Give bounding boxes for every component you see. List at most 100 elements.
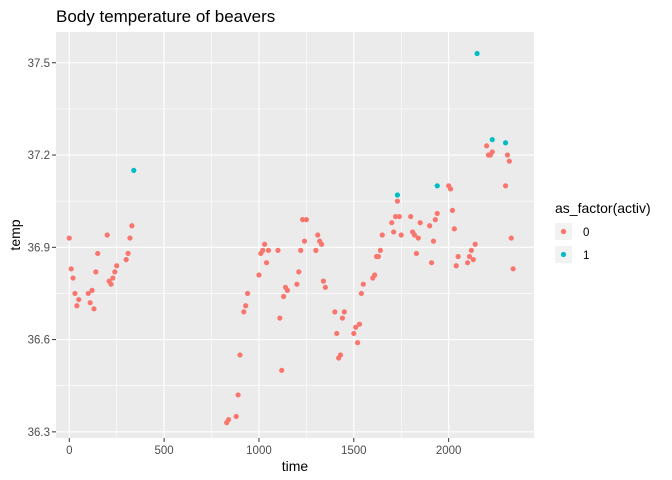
data-point-series-0 — [351, 330, 357, 337]
data-point-series-0 — [241, 309, 247, 315]
data-point-series-0 — [506, 158, 512, 164]
data-point-series-0 — [508, 235, 514, 241]
data-point-series-0 — [95, 250, 101, 257]
data-point-series-0 — [87, 300, 93, 306]
data-point-series-0 — [451, 226, 457, 232]
data-point-series-0 — [394, 198, 401, 204]
legend-entries: 01 — [555, 223, 589, 263]
data-point-series-0 — [465, 260, 471, 266]
data-point-series-0 — [354, 340, 361, 346]
y-tick-label: 37.5 — [28, 58, 50, 70]
data-point-series-0 — [93, 269, 99, 275]
data-point-series-0 — [408, 213, 414, 220]
y-tick-label: 37.2 — [28, 150, 50, 162]
data-point-series-0 — [360, 281, 366, 287]
data-point-series-1 — [489, 137, 495, 143]
data-point-series-0 — [303, 217, 309, 223]
data-point-series-0 — [453, 263, 459, 269]
data-point-series-0 — [389, 220, 395, 226]
y-tick-label: 36.9 — [28, 242, 50, 254]
data-point-series-0 — [112, 269, 118, 275]
data-point-series-0 — [91, 306, 97, 312]
data-point-series-0 — [233, 413, 239, 420]
data-point-series-0 — [377, 247, 383, 253]
data-point-series-0 — [504, 152, 511, 158]
data-point-series-1 — [474, 50, 480, 57]
data-point-series-0 — [428, 260, 435, 266]
data-point-series-0 — [265, 247, 272, 253]
data-point-series-1 — [394, 192, 401, 198]
data-point-series-0 — [279, 367, 285, 373]
y-tick-label: 36.6 — [28, 335, 50, 347]
data-point-series-0 — [356, 321, 363, 327]
x-tick-label: 500 — [155, 445, 174, 457]
data-point-series-1 — [434, 183, 440, 189]
legend-key-point — [560, 251, 567, 258]
minor-gridlines — [56, 32, 534, 438]
data-point-series-0 — [108, 281, 114, 287]
data-point-series-0 — [489, 149, 495, 155]
chart-title: Body temperature of beavers — [56, 7, 275, 26]
data-point-series-0 — [470, 257, 476, 263]
x-tick-label: 1500 — [341, 445, 367, 457]
data-point-series-0 — [256, 272, 262, 278]
data-point-series-0 — [398, 232, 404, 238]
data-point-series-0 — [70, 275, 76, 281]
data-point-series-0 — [262, 241, 268, 247]
data-point-series-0 — [427, 223, 433, 229]
data-point-series-0 — [466, 253, 473, 260]
legend-label: 0 — [583, 227, 589, 239]
x-axis-title: time — [282, 458, 309, 474]
y-axis-title: temp — [7, 219, 23, 250]
data-point-series-0 — [432, 217, 438, 223]
legend-key-point — [560, 228, 567, 235]
data-point-series-0 — [375, 253, 382, 260]
data-point-series-0 — [379, 232, 385, 238]
data-point-series-0 — [235, 392, 241, 398]
legend: as_factor(activ) 01 — [555, 200, 651, 263]
data-point-series-0 — [110, 275, 116, 281]
data-point-series-0 — [415, 235, 421, 241]
data-point-series-0 — [396, 213, 402, 220]
data-point-series-0 — [244, 290, 251, 297]
data-point-series-0 — [337, 352, 344, 358]
data-points — [66, 50, 516, 426]
data-point-series-0 — [322, 284, 328, 290]
data-point-series-0 — [372, 272, 378, 278]
x-tick-label: 1000 — [246, 445, 272, 457]
x-tick-label: 0 — [66, 445, 72, 457]
data-point-series-0 — [127, 235, 133, 241]
data-point-series-0 — [123, 257, 129, 263]
data-point-series-0 — [72, 290, 78, 297]
data-point-series-0 — [434, 210, 440, 217]
data-point-series-0 — [318, 241, 325, 247]
data-point-series-0 — [226, 416, 232, 423]
y-tick-label: 36.3 — [28, 427, 50, 439]
data-point-series-0 — [76, 296, 82, 303]
data-point-series-0 — [417, 220, 423, 226]
data-point-series-0 — [294, 281, 300, 287]
data-point-series-0 — [301, 238, 308, 244]
y-axis: 36.3 36.6 36.9 37.2 37.5 — [28, 58, 56, 439]
data-point-series-0 — [468, 247, 475, 253]
data-point-series-0 — [320, 278, 327, 284]
x-tick-label: 2000 — [436, 445, 462, 457]
data-point-series-0 — [281, 293, 287, 300]
data-point-series-0 — [413, 250, 419, 257]
data-point-series-0 — [237, 352, 243, 358]
data-point-series-0 — [502, 183, 509, 189]
data-point-series-0 — [341, 309, 347, 315]
data-point-series-0 — [298, 247, 304, 253]
data-point-series-0 — [277, 315, 283, 321]
data-point-series-0 — [391, 229, 397, 235]
data-point-series-0 — [472, 241, 478, 247]
data-point-series-0 — [85, 290, 91, 297]
data-point-series-0 — [68, 266, 74, 272]
data-point-series-0 — [449, 207, 456, 213]
x-axis: 0 500 1000 1500 2000 — [66, 438, 461, 457]
data-point-series-0 — [447, 186, 454, 192]
data-point-series-0 — [332, 309, 338, 315]
data-point-series-0 — [263, 260, 270, 266]
data-point-series-0 — [299, 217, 306, 223]
